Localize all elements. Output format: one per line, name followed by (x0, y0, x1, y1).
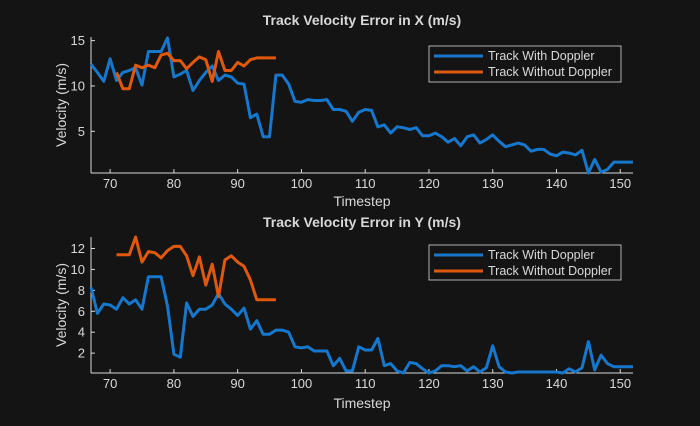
x-tick-label: 120 (418, 376, 440, 391)
x-tick-label: 110 (355, 376, 376, 391)
x-tick-label: 120 (418, 176, 440, 191)
axes-x-velocity: Track Velocity Error in X (m/s) Timestep… (53, 12, 633, 209)
x-tick-label: 90 (230, 376, 244, 391)
x-tick-label: 150 (609, 376, 631, 391)
x-tick-label: 130 (482, 176, 504, 191)
y-tick-label: 10 (71, 262, 85, 277)
legend: Track With Doppler Track Without Doppler (428, 45, 622, 83)
y-tick-label: 12 (71, 241, 85, 256)
x-tick-label: 140 (546, 176, 568, 191)
x-tick-label: 140 (546, 376, 568, 391)
y-tick-label: 2 (78, 346, 85, 361)
legend-label-with-doppler: Track With Doppler (488, 49, 595, 63)
x-tick-label: 80 (167, 176, 181, 191)
legend-label-without-doppler: Track Without Doppler (488, 65, 612, 79)
y-tick-label: 5 (78, 124, 85, 139)
series-line-with-doppler (89, 36, 633, 175)
x-tick-label: 70 (103, 176, 117, 191)
x-axis-label: Timestep (333, 395, 390, 411)
x-tick-label: 80 (167, 376, 181, 391)
series-line-without-doppler (116, 235, 276, 302)
y-tick-label: 8 (78, 283, 85, 298)
x-tick-label: 130 (482, 376, 504, 391)
x-tick-label: 110 (355, 176, 376, 191)
legend-label-without-doppler: Track Without Doppler (488, 264, 612, 278)
x-axis-label: Timestep (333, 193, 390, 209)
x-tick-label: 100 (291, 376, 313, 391)
y-axis-label: Velocity (m/s) (53, 63, 69, 147)
x-tick-label: 70 (103, 376, 117, 391)
y-axis-label: Velocity (m/s) (53, 263, 69, 347)
y-tick-label: 10 (71, 78, 85, 93)
legend-label-with-doppler: Track With Doppler (488, 248, 595, 262)
chart-title: Track Velocity Error in Y (m/s) (263, 214, 461, 230)
y-tick-label: 4 (78, 325, 85, 340)
y-tick-label: 15 (71, 33, 85, 48)
x-tick-label: 150 (609, 176, 631, 191)
x-tick-label: 90 (230, 176, 244, 191)
chart-title: Track Velocity Error in X (m/s) (263, 12, 461, 28)
series-line-without-doppler (115, 50, 276, 91)
legend: Track With Doppler Track Without Doppler (428, 244, 622, 281)
y-tick-label: 6 (78, 304, 85, 319)
x-tick-label: 100 (291, 176, 313, 191)
series-line-with-doppler (89, 275, 633, 375)
axes-y-velocity: Track Velocity Error in Y (m/s) Timestep… (53, 214, 633, 411)
